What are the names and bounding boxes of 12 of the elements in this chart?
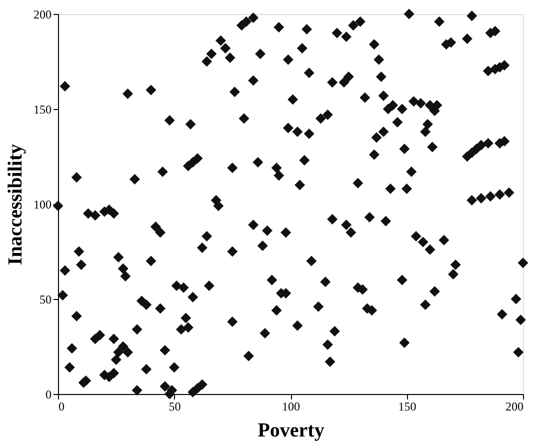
y-tick-label: 50	[40, 292, 52, 306]
x-tick-label: 150	[398, 400, 416, 414]
y-tick-label: 100	[34, 198, 52, 212]
y-tick-label: 200	[34, 8, 52, 22]
x-tick-label: 100	[282, 400, 300, 414]
y-tick-label: 0	[46, 388, 52, 402]
x-tick-label: 50	[168, 400, 181, 414]
x-tick-label: 200	[506, 400, 524, 414]
y-axis-title: Inaccessibility	[4, 144, 26, 266]
x-tick-label: 0	[58, 400, 64, 414]
x-axis-title: Poverty	[258, 420, 324, 442]
y-tick-label: 150	[34, 102, 52, 116]
